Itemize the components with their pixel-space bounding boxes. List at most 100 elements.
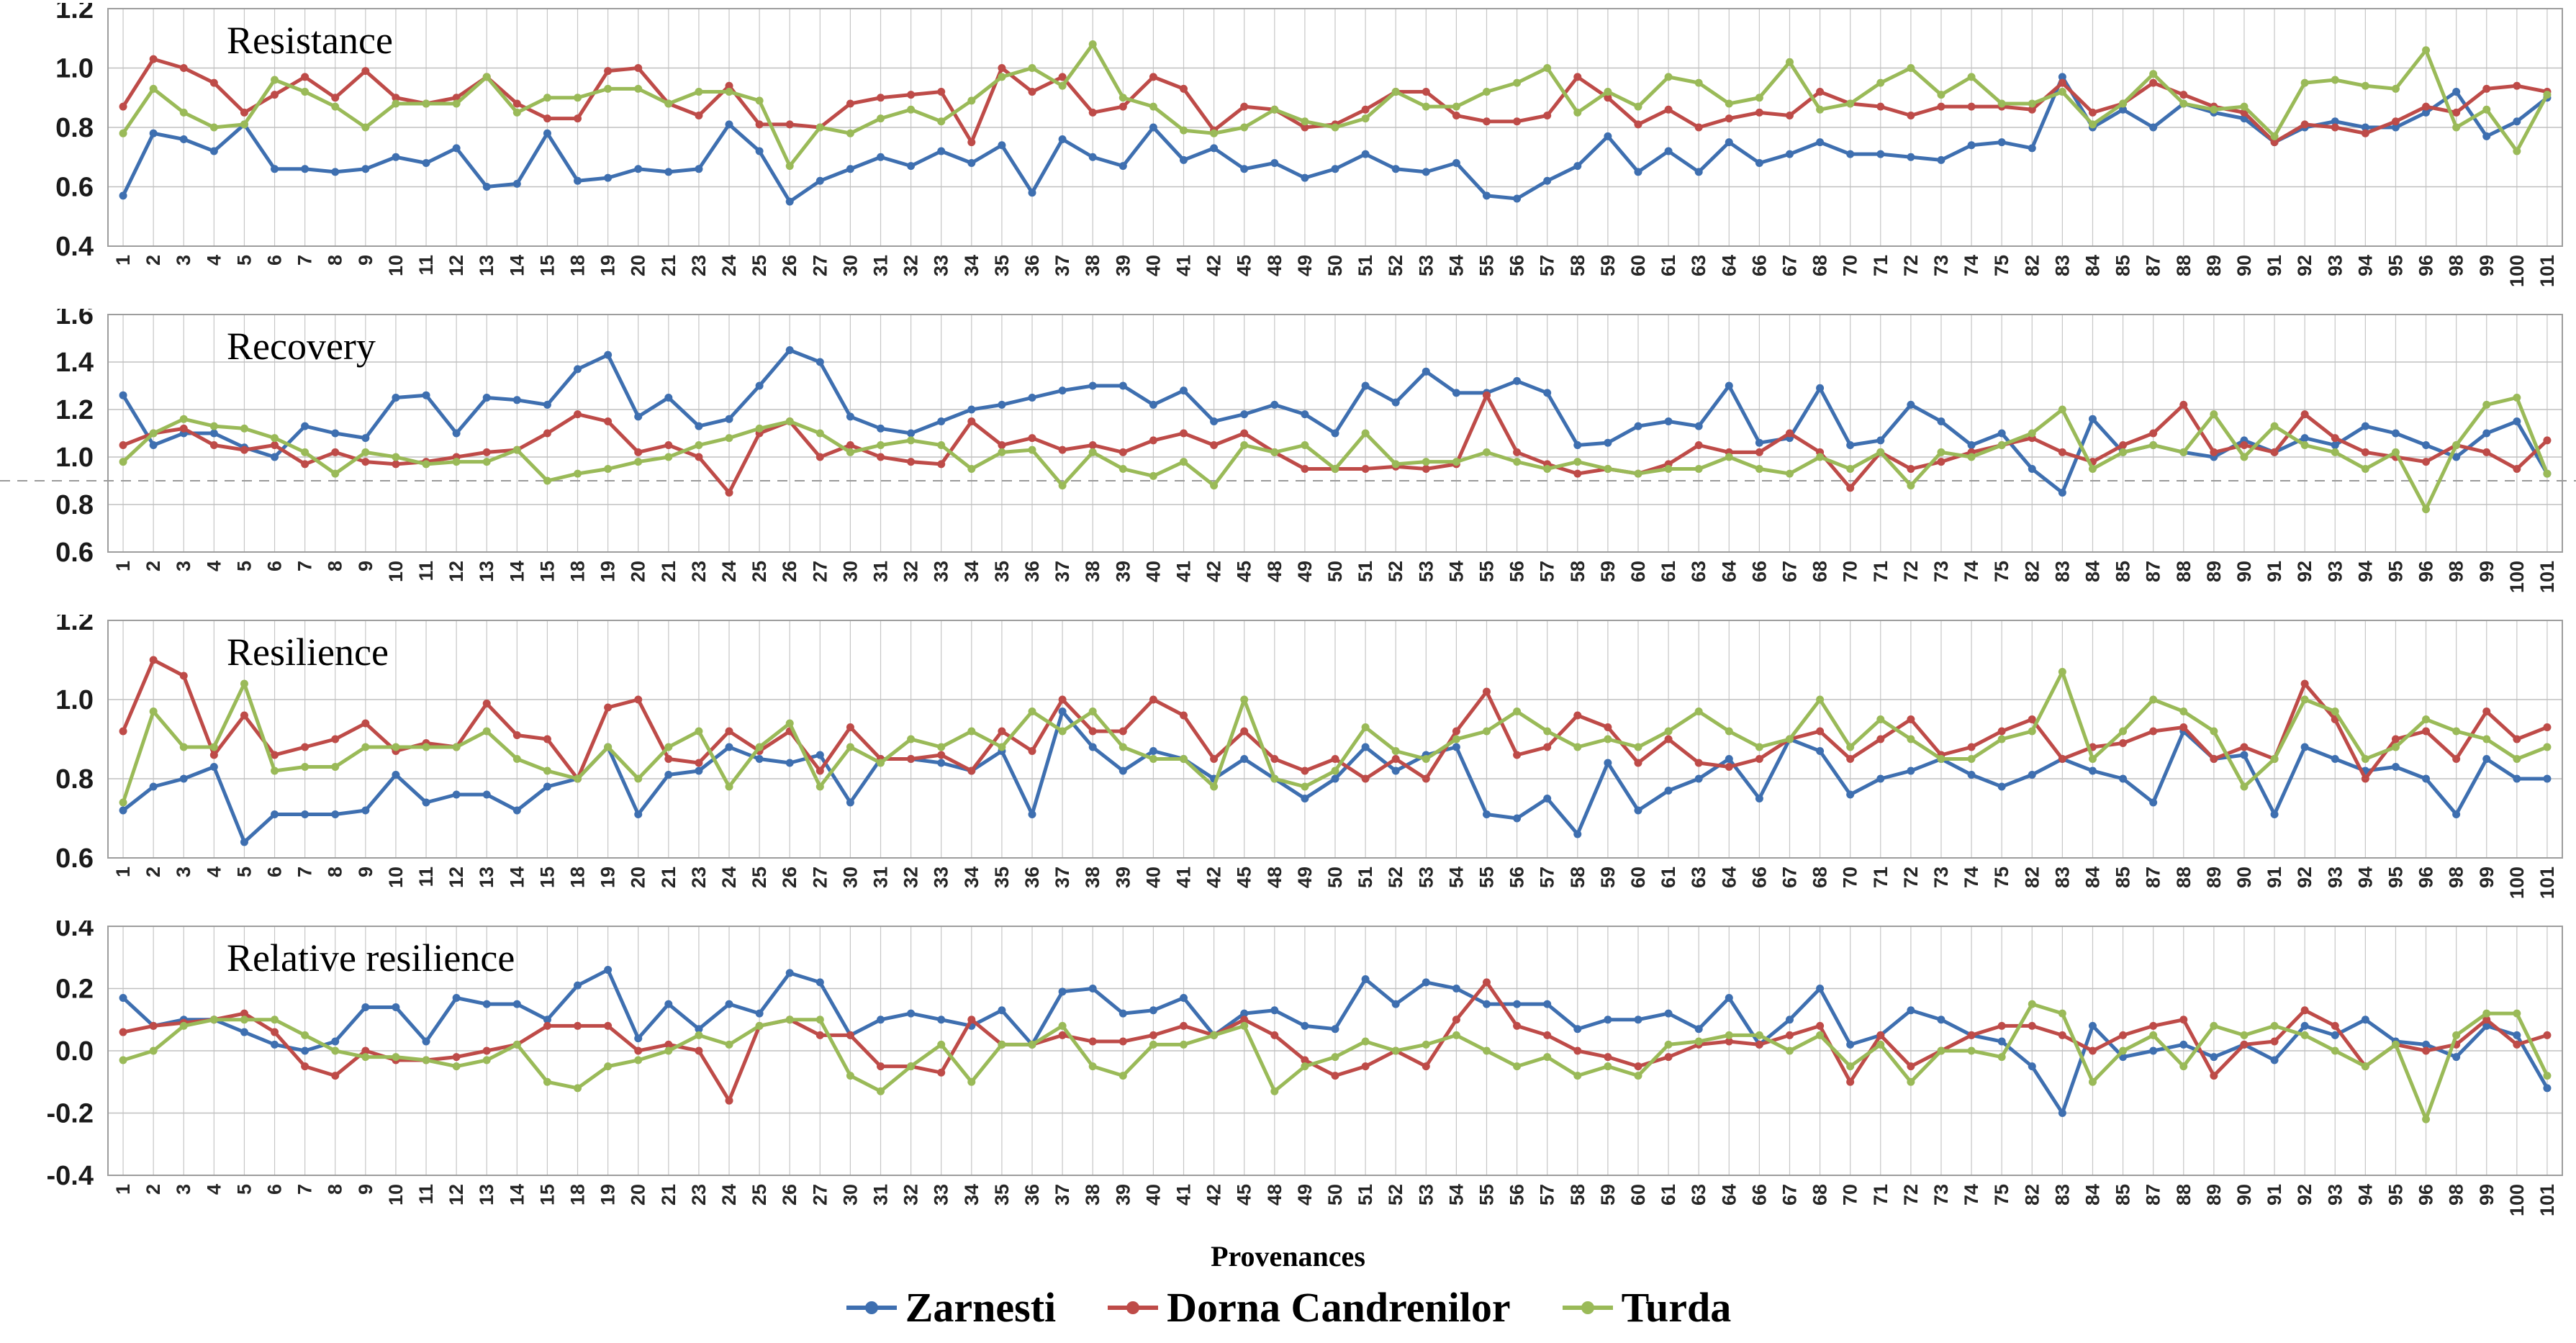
data-point [1422, 774, 1430, 783]
data-point [2422, 46, 2431, 55]
x-tick-label: 64 [1718, 867, 1740, 888]
data-point [1118, 102, 1127, 111]
x-tick-label: 50 [1324, 1184, 1346, 1206]
data-point [1361, 429, 1370, 438]
data-point [664, 168, 673, 176]
data-point [1573, 743, 1582, 751]
data-point [1210, 481, 1219, 490]
data-point [2028, 99, 2036, 108]
data-point [1816, 747, 1825, 755]
data-point [301, 763, 309, 771]
data-point [1725, 727, 1733, 736]
data-point [785, 162, 794, 171]
data-point [1482, 391, 1491, 399]
x-tick-label: 57 [1537, 1184, 1558, 1206]
data-point [1907, 767, 1915, 775]
data-point [2482, 84, 2491, 93]
x-tick-label: 61 [1658, 1184, 1679, 1206]
data-point [392, 94, 400, 102]
x-tick-label: 92 [2294, 1184, 2315, 1206]
x-tick-label: 60 [1627, 1184, 1649, 1206]
data-point [240, 424, 248, 433]
data-point [695, 441, 703, 449]
data-point [1604, 1053, 1612, 1062]
x-tick-label: 52 [1385, 561, 1406, 582]
x-tick-label: 95 [2385, 867, 2406, 888]
data-point [1513, 78, 1522, 87]
data-point [1816, 384, 1825, 392]
data-point [2058, 73, 2066, 81]
data-point [2482, 1009, 2491, 1018]
x-tick-label: 56 [1506, 867, 1528, 888]
data-point [1149, 695, 1157, 704]
data-point [301, 743, 309, 751]
data-point [664, 755, 673, 763]
x-tick-label: 32 [900, 561, 922, 582]
data-point [2452, 755, 2461, 763]
data-point [725, 489, 733, 497]
data-point [2270, 1021, 2279, 1030]
data-point [1513, 814, 1522, 823]
data-point [1331, 755, 1339, 763]
data-point [2543, 436, 2552, 445]
x-tick-label: 21 [658, 561, 679, 582]
data-point [1634, 422, 1642, 430]
data-point [1876, 774, 1885, 783]
x-tick-label: 35 [991, 255, 1013, 276]
data-point [2179, 1040, 2188, 1049]
x-tick-label: 11 [415, 255, 437, 276]
data-point [2210, 105, 2218, 114]
data-point [877, 1087, 885, 1095]
x-tick-label: 70 [1840, 867, 1861, 888]
data-point [2361, 123, 2369, 132]
data-point [604, 417, 613, 425]
data-point [2240, 743, 2249, 751]
x-tick-label: 15 [536, 867, 558, 888]
data-point [2422, 108, 2431, 117]
data-point [1634, 102, 1642, 111]
data-point [2482, 448, 2491, 456]
data-point [240, 446, 248, 454]
data-point [1118, 767, 1127, 775]
data-point [604, 743, 613, 751]
data-point [2513, 394, 2521, 402]
data-point [1452, 727, 1460, 736]
data-point [1422, 88, 1430, 96]
data-point [998, 727, 1006, 736]
x-tick-label: 101 [2536, 1184, 2558, 1216]
data-point [2361, 755, 2369, 763]
x-tick-label: 41 [1173, 867, 1195, 888]
x-tick-label: 88 [2173, 255, 2195, 276]
data-point [2300, 410, 2309, 419]
data-point [785, 120, 794, 129]
data-point [1573, 162, 1582, 171]
data-point [1210, 129, 1219, 137]
data-point [301, 460, 309, 469]
x-tick-label: 11 [415, 561, 437, 582]
data-point [2361, 1016, 2369, 1024]
data-point [1240, 441, 1249, 449]
data-point [361, 743, 370, 751]
x-tick-label: 68 [1809, 867, 1831, 888]
x-axis-title: Provenances [1211, 1240, 1365, 1272]
data-point [1301, 117, 1309, 126]
data-point [2331, 1046, 2339, 1055]
data-point [1725, 763, 1733, 771]
data-point [877, 759, 885, 767]
data-point [755, 96, 764, 105]
data-point [695, 759, 703, 767]
data-point [1180, 755, 1188, 763]
x-tick-label: 34 [961, 561, 982, 582]
x-tick-label: 41 [1173, 561, 1195, 582]
data-point [1573, 711, 1582, 720]
data-point [1270, 400, 1279, 409]
data-point [574, 469, 582, 478]
data-point [785, 719, 794, 728]
x-tick-label: 38 [1082, 1184, 1103, 1206]
data-point [2058, 88, 2066, 96]
x-tick-label: 34 [961, 1184, 982, 1206]
data-point [725, 782, 733, 791]
data-point [2119, 441, 2128, 449]
x-tick-label: 83 [2051, 1184, 2073, 1206]
data-point [1361, 465, 1370, 473]
